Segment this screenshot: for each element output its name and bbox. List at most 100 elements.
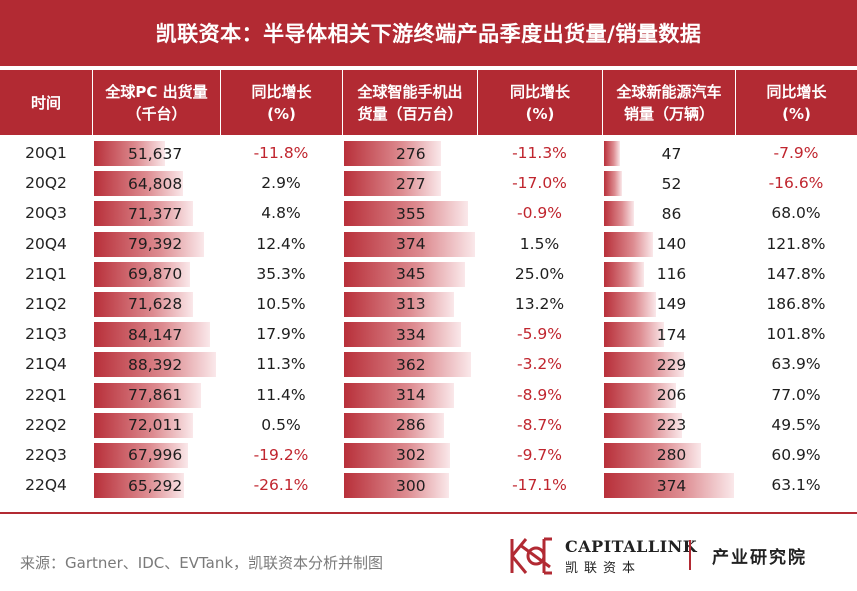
ev-yoy: 60.9% (771, 445, 821, 464)
phone-shipment-bar (344, 201, 469, 227)
phone-yoy: -8.9% (517, 385, 562, 404)
phone-shipment: 314 (344, 382, 477, 408)
table-row: 20Q2 64,808 2.9% 277 -17.0% 52 -16.6% (0, 168, 857, 198)
footer-divider (0, 512, 857, 514)
ev-sales: 52 (604, 171, 735, 197)
phone-shipment: 286 (344, 412, 477, 438)
ev-yoy: 121.8% (766, 234, 826, 253)
table-row: 21Q1 69,870 35.3% 345 25.0% 116 147.8% (0, 259, 857, 289)
phone-shipment-bar (344, 231, 475, 257)
pc-shipment: 71,377 (94, 201, 218, 227)
ev-sales: 229 (604, 352, 735, 378)
pc-yoy: 10.5% (256, 294, 306, 313)
ev-sales-value: 140 (656, 235, 687, 254)
header-ev-line1: 全球新能源汽车 (616, 82, 722, 101)
ev-sales-value: 229 (656, 355, 687, 374)
ev-sales-bar (604, 141, 621, 166)
phone-yoy: 13.2% (514, 294, 565, 313)
phone-yoy: -0.9% (517, 204, 562, 223)
phone-shipment: 334 (344, 322, 477, 348)
header-phone-yoy: 同比增长 (%) (477, 70, 602, 135)
pc-shipment-value: 64,808 (128, 174, 183, 193)
phone-shipment: 345 (344, 261, 477, 287)
pc-shipment-value: 51,637 (128, 144, 183, 163)
phone-yoy: 25.0% (514, 264, 565, 283)
pc-shipment-bar (94, 322, 211, 348)
pc-shipment-bar (94, 201, 193, 227)
table-row: 22Q1 77,861 11.4% 314 -8.9% 206 77.0% (0, 380, 857, 410)
ev-sales: 47 (604, 141, 735, 166)
pc-shipment-bar (94, 382, 202, 408)
ev-yoy: 147.8% (766, 264, 826, 283)
quarter-label: 21Q3 (25, 325, 67, 344)
phone-shipment-value: 313 (396, 295, 426, 314)
pc-shipment: 88,392 (94, 352, 218, 378)
phone-shipment-value: 276 (396, 144, 426, 163)
ev-sales-bar (604, 352, 684, 378)
pc-shipment-value: 71,377 (128, 204, 183, 223)
pc-yoy: 11.4% (256, 385, 306, 404)
ev-yoy: 49.5% (771, 415, 821, 434)
source-note: 来源：Gartner、IDC、EVTank，凯联资本分析并制图 (20, 554, 384, 572)
quarter-label: 22Q4 (25, 476, 67, 495)
header-ev-yoy: 同比增长 (%) (735, 70, 857, 135)
page-title: 凯联资本：半导体相关下游终端产品季度出货量/销量数据 (0, 0, 857, 66)
ev-sales-value: 86 (661, 204, 682, 223)
phone-shipment-bar (344, 141, 441, 166)
phone-shipment-bar (344, 261, 465, 287)
pc-shipment-value: 77,861 (128, 386, 183, 404)
ev-sales: 140 (604, 231, 735, 257)
phone-shipment-bar (344, 382, 454, 408)
quarter-label: 20Q4 (25, 234, 67, 253)
phone-shipment-bar (344, 473, 450, 499)
header-time: 时间 (0, 70, 92, 135)
phone-shipment: 277 (344, 171, 477, 197)
header-pc: 全球PC 出货量 （千台） (92, 70, 220, 135)
phone-yoy: -11.3% (512, 144, 567, 162)
phone-yoy: -3.2% (517, 355, 562, 374)
header-phone-yoy-line2: (%) (525, 104, 555, 123)
ev-yoy: 101.8% (766, 325, 826, 344)
phone-yoy: -17.1% (512, 476, 567, 495)
ev-sales: 280 (604, 442, 735, 468)
quarter-label: 21Q1 (25, 264, 67, 283)
pc-yoy: 2.9% (261, 174, 301, 193)
phone-shipment: 374 (344, 231, 477, 257)
phone-yoy: 1.5% (519, 234, 560, 253)
pc-shipment: 84,147 (94, 322, 218, 348)
pc-shipment: 64,808 (94, 171, 218, 197)
header-pc-line1: 全球PC 出货量 (105, 82, 208, 101)
pc-shipment: 79,392 (94, 231, 218, 257)
ev-yoy: 63.9% (771, 355, 821, 374)
pc-yoy: 12.4% (256, 234, 306, 253)
phone-shipment: 276 (344, 141, 477, 166)
quarter-label: 22Q3 (25, 445, 67, 464)
ev-sales-bar (604, 382, 676, 408)
header-pc-line2: （千台） (126, 104, 187, 123)
quarter-label: 20Q1 (25, 144, 67, 162)
table-row: 21Q4 88,392 11.3% 362 -3.2% 229 63.9% (0, 349, 857, 379)
pc-shipment-value: 79,392 (128, 235, 183, 254)
pc-shipment: 65,292 (94, 473, 218, 499)
phone-shipment-value: 286 (396, 416, 426, 435)
phone-shipment: 313 (344, 291, 477, 317)
phone-shipment-value: 345 (396, 265, 426, 284)
header-ev-yoy-line1: 同比增长 (766, 82, 827, 101)
capitallink-logo-icon (510, 537, 552, 575)
pc-shipment: 71,628 (94, 291, 218, 317)
ev-sales: 374 (604, 473, 735, 499)
ev-sales-value: 206 (656, 386, 687, 404)
pc-shipment-value: 67,996 (128, 446, 183, 465)
phone-shipment-value: 362 (396, 355, 426, 374)
ev-sales-bar (604, 322, 665, 348)
header-pc-yoy-line2: (%) (267, 104, 296, 123)
phone-yoy: -17.0% (512, 174, 567, 193)
ev-sales-value: 149 (656, 295, 687, 314)
phone-shipment: 355 (344, 201, 477, 227)
ev-sales-bar (604, 231, 653, 257)
ev-yoy: 77.0% (771, 385, 821, 404)
pc-shipment-bar (94, 473, 185, 499)
phone-yoy: -9.7% (517, 445, 562, 464)
pc-shipment-bar (94, 352, 216, 378)
table-row: 20Q4 79,392 12.4% 374 1.5% 140 121.8% (0, 229, 857, 259)
